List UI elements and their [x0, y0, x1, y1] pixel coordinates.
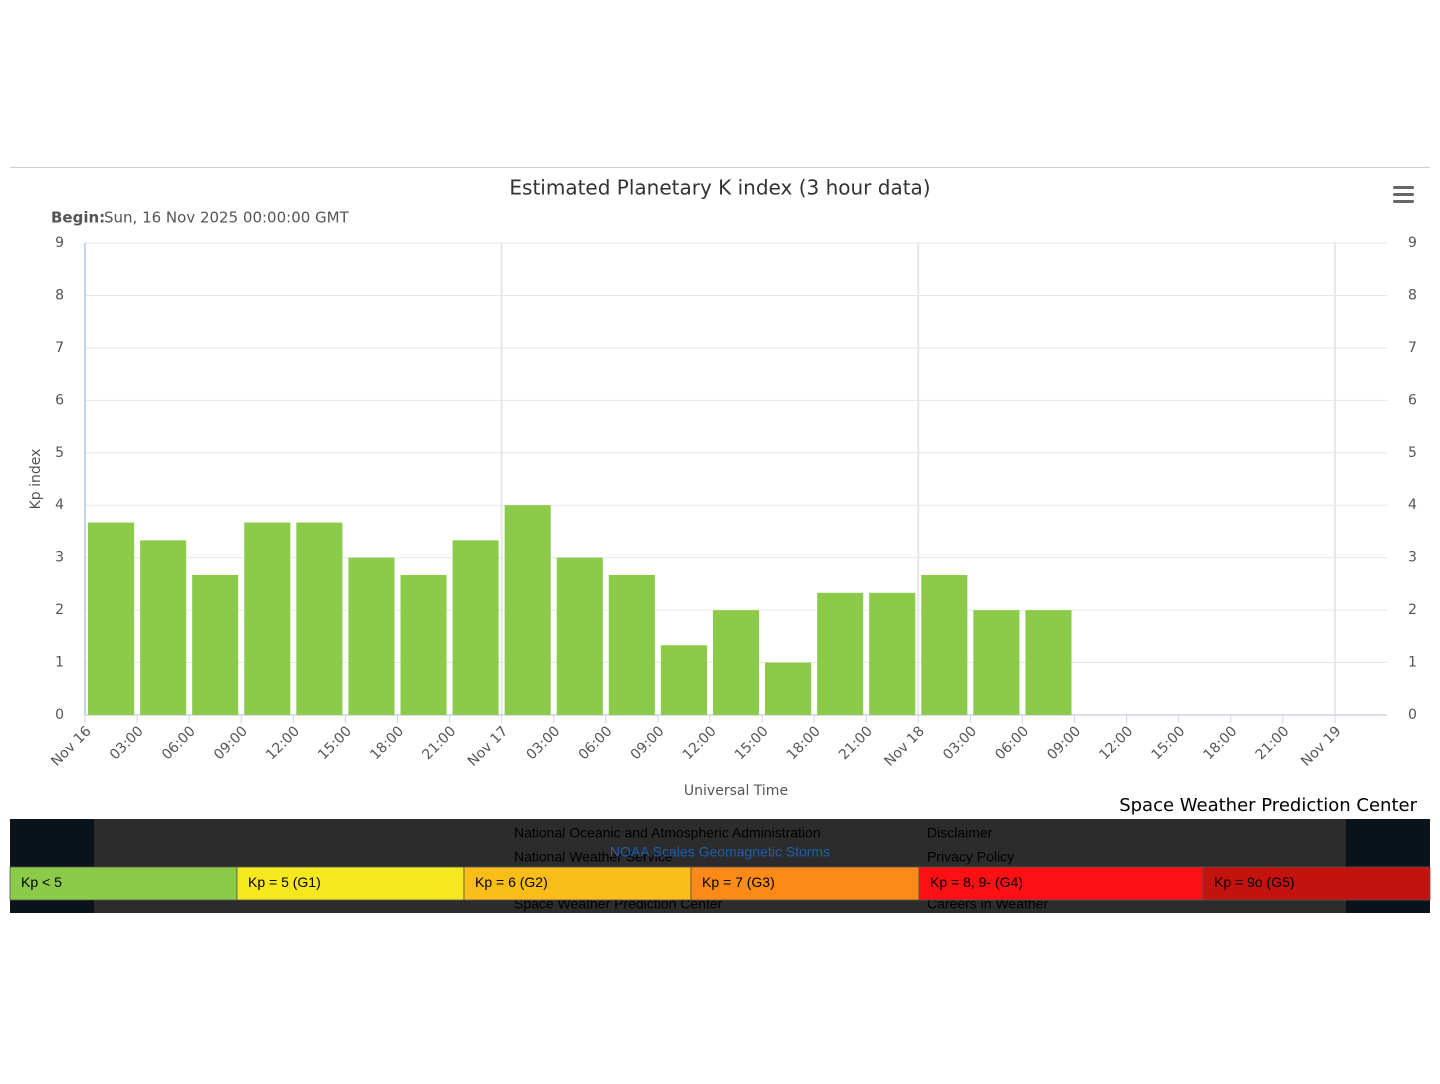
- menu-bar: [1393, 193, 1414, 196]
- x-tick-label: 18:00: [1201, 723, 1241, 763]
- y2-tick-label: 0: [1408, 707, 1417, 723]
- scales-link[interactable]: NOAA Scales Geomagnetic Storms: [610, 844, 830, 860]
- y-tick-label: 9: [55, 235, 64, 251]
- y-tick-label: 5: [55, 445, 64, 461]
- legend-swatch: [463, 866, 692, 901]
- credit: Space Weather Prediction Center: [1119, 795, 1417, 816]
- x-tick-label: 03:00: [524, 723, 564, 763]
- y2-tick-label: 8: [1408, 287, 1417, 303]
- x-tick-label: 06:00: [992, 723, 1032, 763]
- legend-label: Kp = 9o (G5): [1214, 874, 1295, 890]
- legend: Kp < 5 Kp = 5 (G1) Kp = 6 (G2) Kp = 7 (G3) K…: [9, 866, 1431, 901]
- legend-label: Kp = 6 (G2): [475, 874, 548, 890]
- legend-label: Kp = 5 (G1): [248, 874, 321, 890]
- y-tick-label: 8: [55, 287, 64, 303]
- y2-tick-label: 1: [1408, 655, 1417, 671]
- y2-tick-label: 5: [1408, 445, 1417, 461]
- x-tick-label: 06:00: [159, 723, 199, 763]
- chart-title: Estimated Planetary K index (3 hour data…: [509, 176, 930, 200]
- bar: [712, 610, 760, 715]
- x-tick-label: 09:00: [211, 723, 251, 763]
- y-tick-label: 6: [55, 392, 64, 408]
- x-tick-label: 15:00: [315, 723, 355, 763]
- y2-tick-label: 2: [1408, 602, 1417, 618]
- footer-link[interactable]: National Weather Service: [514, 849, 673, 865]
- bar: [973, 610, 1020, 715]
- bar: [608, 574, 655, 715]
- y-tick-label: 7: [55, 340, 64, 356]
- y2-tick-label: 7: [1408, 340, 1417, 356]
- x-axis-title: Universal Time: [684, 783, 788, 799]
- bar: [817, 592, 864, 715]
- y2-tick-label: 4: [1408, 497, 1417, 513]
- y-tick-label: 1: [55, 655, 64, 671]
- x-tick-label: Nov 19: [1298, 723, 1344, 769]
- x-tick-label: Nov 16: [48, 723, 94, 769]
- y2-tick-label: 3: [1408, 550, 1417, 566]
- legend-label: Kp = 7 (G3): [702, 874, 775, 890]
- y-tick-label: 3: [55, 550, 64, 566]
- x-tick-label: 21:00: [1253, 723, 1293, 763]
- x-tick-label: 18:00: [367, 723, 407, 763]
- legend-swatch: [9, 866, 238, 901]
- x-tick-label: 09:00: [628, 723, 668, 763]
- plot-area: 0 0 1 1 2 2 3 3 4 4 5 5 6 6 7 7 8 8 9 9 Nov 16 03:00 06:00 09:0…: [48, 235, 1417, 770]
- x-tick-label: 15:00: [1148, 723, 1188, 763]
- bar: [140, 540, 187, 715]
- x-tick-label: Nov 18: [882, 723, 928, 769]
- legend-swatch: [690, 866, 920, 901]
- legend-swatch: [236, 866, 465, 901]
- subtitle-label: Begin:: [51, 209, 105, 227]
- y-tick-label: 2: [55, 602, 64, 618]
- footer-link[interactable]: National Oceanic and Atmospheric Adminis…: [514, 825, 821, 841]
- menu-bar: [1393, 186, 1414, 189]
- legend-swatch: [918, 866, 1204, 901]
- subtitle: Sun, 16 Nov 2025 00:00:00 GMT: [104, 209, 350, 227]
- y2-tick-label: 6: [1408, 392, 1417, 408]
- bar: [452, 540, 499, 715]
- bar: [1025, 610, 1072, 715]
- footer-link[interactable]: Disclaimer: [927, 825, 993, 841]
- x-tick-label: 12:00: [680, 723, 720, 763]
- menu-bar: [1393, 200, 1414, 203]
- bar: [921, 574, 968, 715]
- bar: [244, 522, 291, 715]
- y-axis-title: Kp index: [28, 449, 44, 510]
- bar: [556, 557, 603, 715]
- x-tick-label: 03:00: [107, 723, 147, 763]
- x-tick-label: 09:00: [1044, 723, 1084, 763]
- y-tick-label: 4: [55, 497, 64, 513]
- footer-link[interactable]: Privacy Policy: [927, 849, 1014, 865]
- legend-swatch: [1202, 866, 1431, 901]
- legend-label: Kp = 8, 9- (G4): [930, 874, 1023, 890]
- x-tick-label: 12:00: [263, 723, 303, 763]
- y-tick-label: 0: [55, 707, 64, 723]
- bar: [660, 645, 707, 715]
- x-tick-label: 03:00: [940, 723, 980, 763]
- menu-button[interactable]: [1393, 186, 1414, 203]
- x-tick-label: 18:00: [784, 723, 824, 763]
- bar: [192, 574, 239, 715]
- x-tick-label: 21:00: [836, 723, 876, 763]
- bar: [504, 505, 551, 715]
- bar: [765, 662, 812, 715]
- x-tick-label: 15:00: [732, 723, 772, 763]
- x-tick-label: Nov 17: [465, 723, 511, 769]
- x-tick-label: 12:00: [1096, 723, 1136, 763]
- x-tick-label: 06:00: [576, 723, 616, 763]
- y2-tick-label: 9: [1408, 235, 1417, 251]
- bar: [88, 522, 135, 715]
- bar: [296, 522, 343, 715]
- bar: [348, 557, 395, 715]
- bar: [400, 574, 447, 715]
- legend-label: Kp < 5: [21, 874, 62, 890]
- x-tick-label: 21:00: [419, 723, 459, 763]
- bar: [869, 592, 916, 715]
